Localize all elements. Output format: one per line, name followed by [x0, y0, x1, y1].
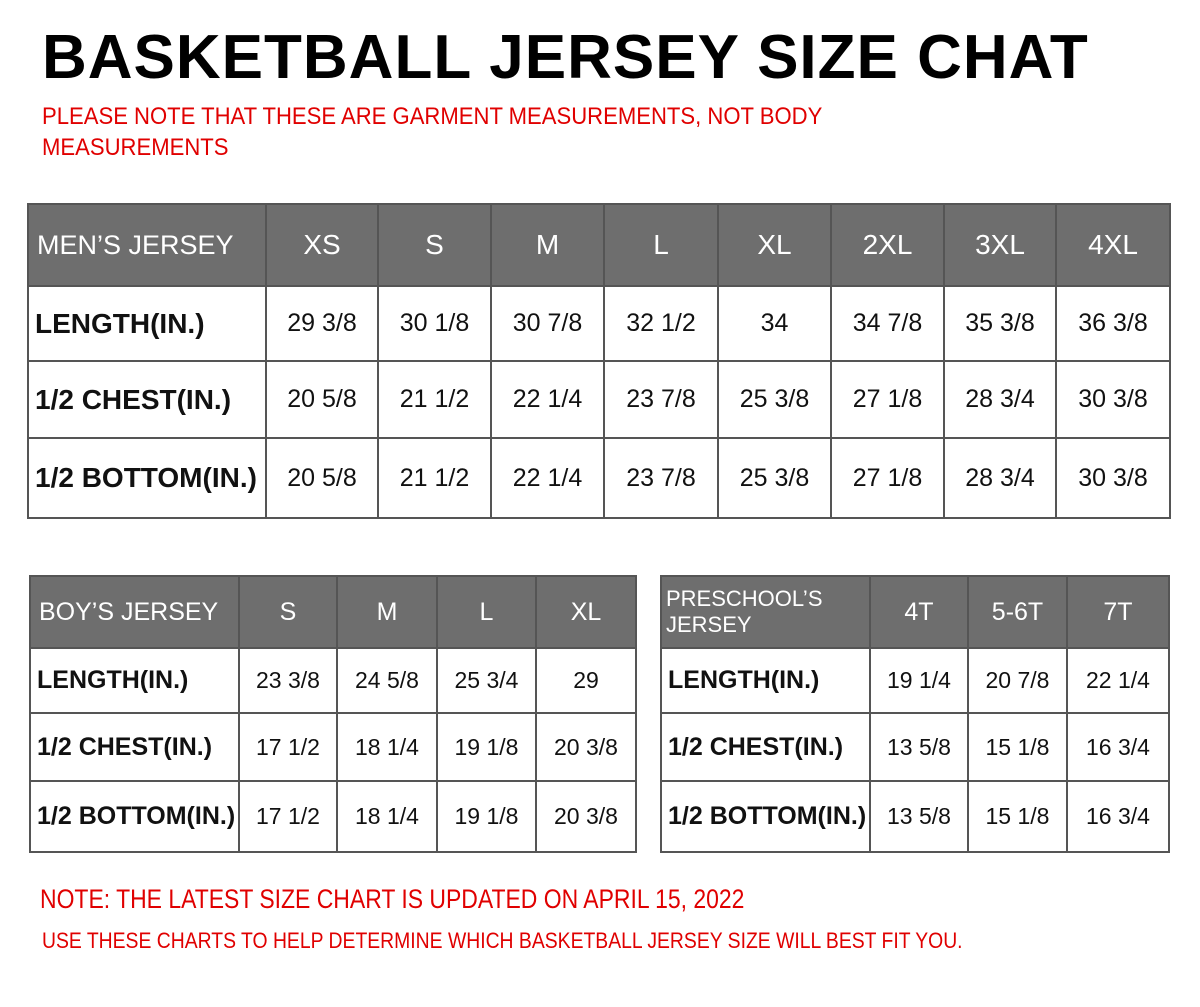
measurement-value: 18 1/4 [336, 712, 438, 782]
measurement-label: 1/2 CHEST(IN.) [27, 360, 267, 439]
fit-note: USE THESE CHARTS TO HELP DETERMINE WHICH… [42, 928, 963, 953]
measurement-value: 20 5/8 [265, 437, 379, 519]
measurement-value: 25 3/8 [717, 437, 832, 519]
measurement-label: LENGTH(IN.) [29, 647, 240, 714]
measurement-value: 30 7/8 [490, 285, 605, 362]
header-row: BOY’S JERSEY S M L XL [29, 575, 637, 649]
measurement-value: 19 1/8 [436, 780, 537, 853]
measurement-label: 1/2 BOTTOM(IN.) [660, 780, 871, 853]
garment-note-line-1: PLEASE NOTE THAT THESE ARE GARMENT MEASU… [42, 103, 823, 130]
measurement-value: 34 [717, 285, 832, 362]
measurement-value: 20 3/8 [535, 780, 637, 853]
table-row: LENGTH(IN.) 19 1/4 20 7/8 22 1/4 [660, 647, 1170, 714]
measurement-value: 34 7/8 [830, 285, 945, 362]
table-row: 1/2 BOTTOM(IN.) 17 1/2 18 1/4 19 1/8 20 3/8 [29, 780, 637, 853]
measurement-value: 23 7/8 [603, 437, 719, 519]
measurement-value: 20 3/8 [535, 712, 637, 782]
size-header: L [436, 575, 537, 649]
measurement-value: 17 1/2 [238, 712, 338, 782]
header-row: PRESCHOOL’S JERSEY 4T 5-6T 7T [660, 575, 1170, 649]
size-header: M [490, 203, 605, 287]
preschool-size-table: PRESCHOOL’S JERSEY 4T 5-6T 7T LENGTH(IN.) 19 … [660, 575, 1170, 853]
measurement-value: 22 1/4 [490, 360, 605, 439]
measurement-label: LENGTH(IN.) [27, 285, 267, 362]
size-header: L [603, 203, 719, 287]
measurement-label: 1/2 CHEST(IN.) [660, 712, 871, 782]
measurement-value: 24 5/8 [336, 647, 438, 714]
measurement-value: 29 3/8 [265, 285, 379, 362]
header-row: MEN’S JERSEY XS S M L XL 2XL 3XL 4XL [27, 203, 1171, 287]
size-header: S [377, 203, 492, 287]
measurement-value: 21 1/2 [377, 360, 492, 439]
size-header: 3XL [943, 203, 1057, 287]
measurement-value: 27 1/8 [830, 437, 945, 519]
measurement-value: 16 3/4 [1066, 712, 1170, 782]
measurement-value: 30 1/8 [377, 285, 492, 362]
measurement-label: LENGTH(IN.) [660, 647, 871, 714]
table-title: MEN’S JERSEY [27, 203, 267, 287]
table-row: 1/2 BOTTOM(IN.) 13 5/8 15 1/8 16 3/4 [660, 780, 1170, 853]
measurement-value: 35 3/8 [943, 285, 1057, 362]
page-title: BASKETBALL JERSEY SIZE CHAT [42, 23, 1089, 92]
size-header: XS [265, 203, 379, 287]
measurement-value: 32 1/2 [603, 285, 719, 362]
measurement-value: 25 3/8 [717, 360, 832, 439]
size-header: M [336, 575, 438, 649]
table-row: 1/2 CHEST(IN.) 13 5/8 15 1/8 16 3/4 [660, 712, 1170, 782]
boys-size-table: BOY’S JERSEY S M L XL LENGTH(IN.) 23 3/8 24 5/8… [29, 575, 637, 853]
measurement-value: 22 1/4 [490, 437, 605, 519]
table-row: LENGTH(IN.) 23 3/8 24 5/8 25 3/4 29 [29, 647, 637, 714]
mens-size-table: MEN’S JERSEY XS S M L XL 2XL 3XL 4XL LENGTH(IN.) 2… [27, 203, 1171, 519]
measurement-value: 22 1/4 [1066, 647, 1170, 714]
measurement-value: 36 3/8 [1055, 285, 1171, 362]
size-header: XL [535, 575, 637, 649]
measurement-value: 21 1/2 [377, 437, 492, 519]
measurement-value: 18 1/4 [336, 780, 438, 853]
measurement-value: 20 5/8 [265, 360, 379, 439]
size-header: 4T [869, 575, 969, 649]
measurement-value: 13 5/8 [869, 712, 969, 782]
size-header: XL [717, 203, 832, 287]
garment-note-line-2: MEASUREMENTS [42, 134, 229, 161]
measurement-value: 19 1/4 [869, 647, 969, 714]
measurement-value: 29 [535, 647, 637, 714]
measurement-value: 20 7/8 [967, 647, 1068, 714]
size-header: 4XL [1055, 203, 1171, 287]
size-header: S [238, 575, 338, 649]
size-header: 2XL [830, 203, 945, 287]
measurement-value: 15 1/8 [967, 712, 1068, 782]
table-title: BOY’S JERSEY [29, 575, 240, 649]
table-row: LENGTH(IN.) 29 3/8 30 1/8 30 7/8 32 1/2 34 34 … [27, 285, 1171, 362]
measurement-value: 25 3/4 [436, 647, 537, 714]
measurement-value: 30 3/8 [1055, 360, 1171, 439]
measurement-value: 28 3/4 [943, 437, 1057, 519]
measurement-value: 30 3/8 [1055, 437, 1171, 519]
measurement-value: 27 1/8 [830, 360, 945, 439]
table-title: PRESCHOOL’S JERSEY [660, 575, 871, 649]
measurement-value: 28 3/4 [943, 360, 1057, 439]
measurement-value: 15 1/8 [967, 780, 1068, 853]
table-row: 1/2 CHEST(IN.) 20 5/8 21 1/2 22 1/4 23 7/8 25… [27, 360, 1171, 439]
table-row: 1/2 BOTTOM(IN.) 20 5/8 21 1/2 22 1/4 23 7/8 2… [27, 437, 1171, 519]
update-note: NOTE: THE LATEST SIZE CHART IS UPDATED O… [40, 884, 745, 914]
size-header: 5-6T [967, 575, 1068, 649]
measurement-label: 1/2 BOTTOM(IN.) [29, 780, 240, 853]
measurement-label: 1/2 CHEST(IN.) [29, 712, 240, 782]
measurement-value: 19 1/8 [436, 712, 537, 782]
measurement-value: 13 5/8 [869, 780, 969, 853]
measurement-value: 17 1/2 [238, 780, 338, 853]
measurement-value: 16 3/4 [1066, 780, 1170, 853]
measurement-value: 23 3/8 [238, 647, 338, 714]
measurement-value: 23 7/8 [603, 360, 719, 439]
table-row: 1/2 CHEST(IN.) 17 1/2 18 1/4 19 1/8 20 3/8 [29, 712, 637, 782]
measurement-label: 1/2 BOTTOM(IN.) [27, 437, 267, 519]
size-header: 7T [1066, 575, 1170, 649]
